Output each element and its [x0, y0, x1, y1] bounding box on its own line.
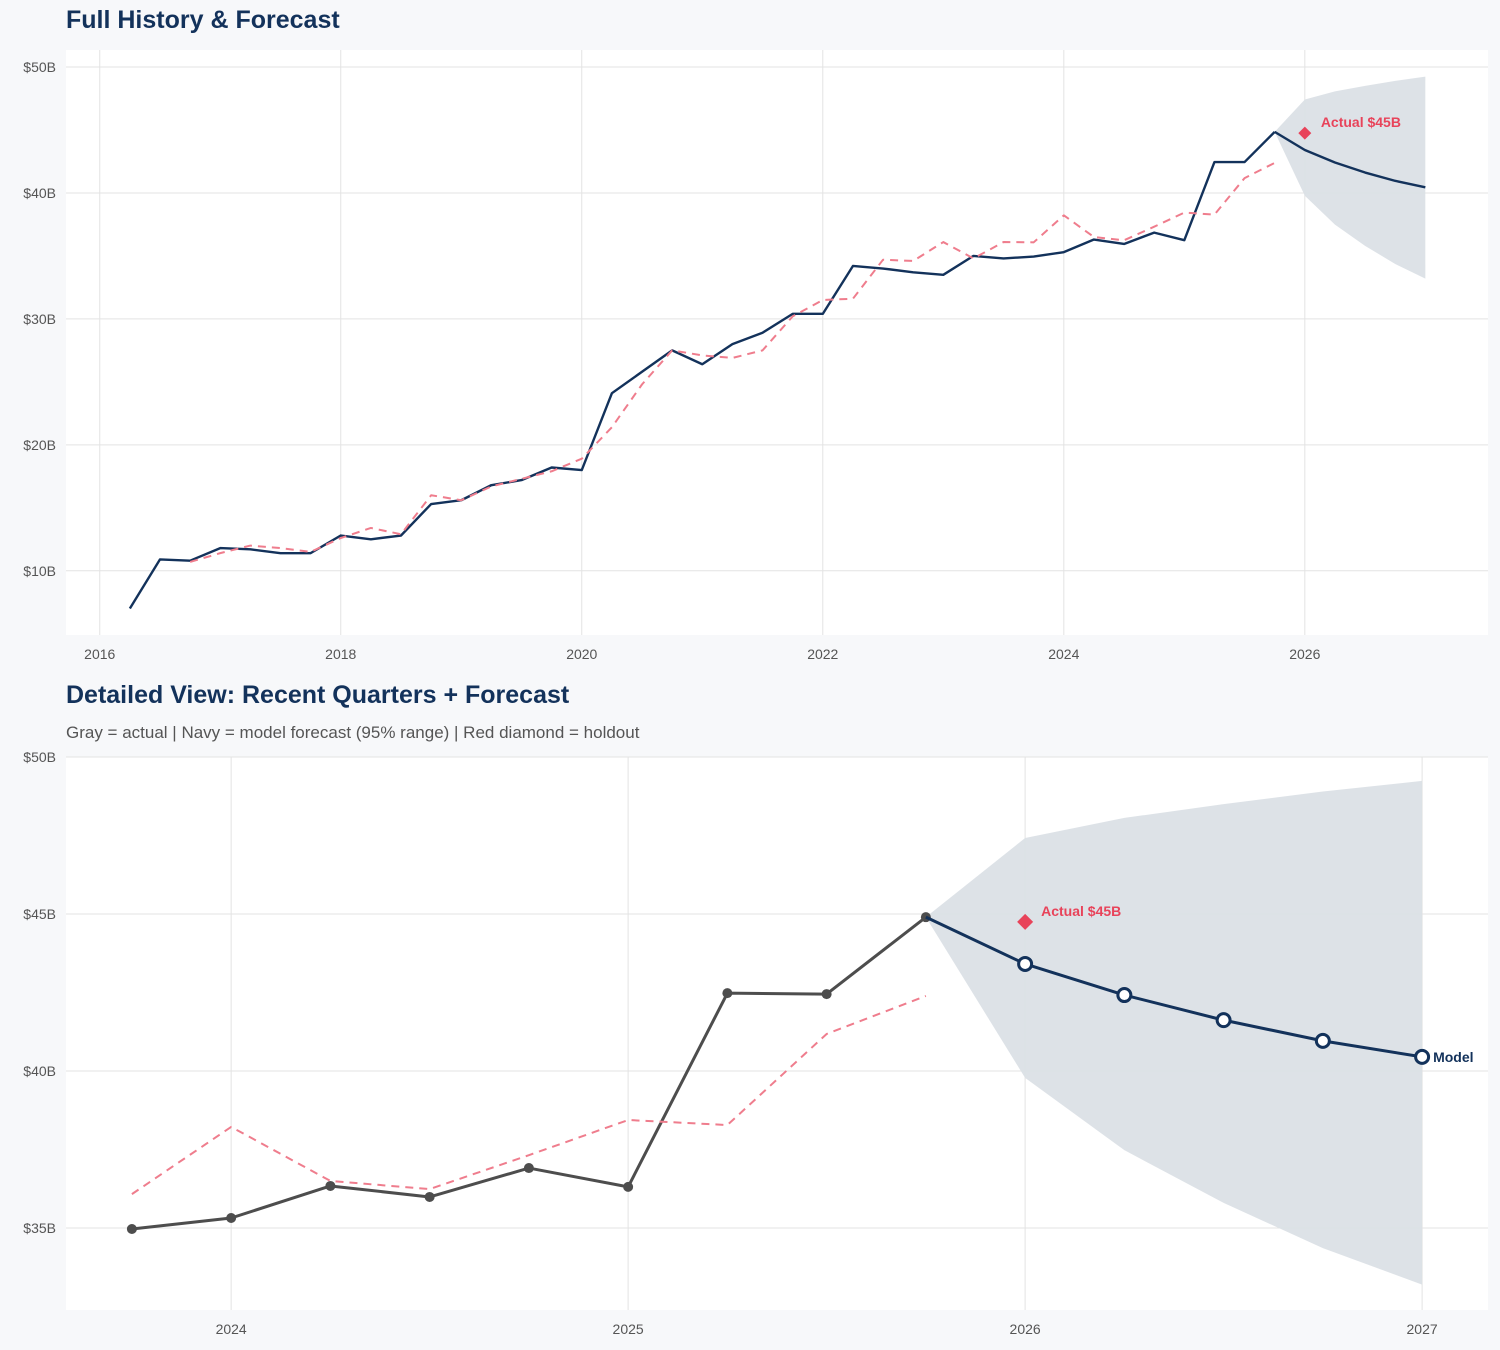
forecast-95-band [925, 780, 1423, 1285]
y-tick-label: $20B [23, 437, 56, 453]
holdout-label: Actual $45B [1321, 114, 1401, 130]
holdout-diamond [1298, 126, 1312, 140]
holdout-diamond [1017, 913, 1034, 930]
actual-point [523, 1163, 534, 1174]
y-tick-label: $40B [23, 1063, 56, 1079]
actual-point [722, 988, 733, 999]
x-tick-label: 2022 [807, 646, 838, 662]
forecast-line [925, 915, 1423, 1059]
actual-point [325, 1180, 336, 1191]
x-tick-label: 2024 [216, 1321, 247, 1337]
y-tick-label: $35B [23, 1220, 56, 1236]
y-tick-label: $10B [23, 563, 56, 579]
x-tick-label: 2025 [613, 1321, 644, 1337]
x-tick-label: 2026 [1010, 1321, 1041, 1337]
actual-point [821, 989, 832, 1000]
chart-title-full-history: Full History & Forecast [66, 6, 340, 34]
actual-point [623, 1181, 634, 1192]
y-tick-label: $50B [23, 59, 56, 75]
chart-subtitle-detailed-view: Gray = actual | Navy = model forecast (9… [66, 723, 640, 742]
y-tick-label: $45B [23, 906, 56, 922]
forecast-point [1116, 987, 1133, 1004]
forecast-point [1414, 1048, 1431, 1065]
y-tick-label: $40B [23, 185, 56, 201]
forecast-point [1017, 955, 1034, 972]
chart-title-detailed-view: Detailed View: Recent Quarters + Forecas… [66, 681, 570, 709]
x-tick-label: 2027 [1407, 1321, 1438, 1337]
chart-panel-1: 2024 2025 2026 2027 $35B $40B $45B $50B Model Act… [23, 749, 1488, 1337]
y-tick-label: $30B [23, 311, 56, 327]
actual-point [424, 1191, 435, 1202]
x-tick-label: 2020 [566, 646, 597, 662]
forecast-point [1314, 1032, 1331, 1049]
x-tick-label: 2016 [84, 646, 115, 662]
forecast-line [1274, 130, 1426, 189]
forecast-95-band [1274, 76, 1426, 279]
x-tick-label: 2026 [1289, 646, 1320, 662]
plot-area [66, 50, 1488, 635]
comparison-line [189, 161, 1276, 563]
actual-point [226, 1212, 237, 1223]
comparison-line [131, 995, 927, 1195]
series-label: Model [1433, 1049, 1473, 1065]
x-tick-label: 2018 [325, 646, 356, 662]
x-tick-label: 2024 [1048, 646, 1079, 662]
y-tick-label: $50B [23, 749, 56, 765]
actual-point [126, 1223, 137, 1234]
forecast-point [1215, 1012, 1232, 1029]
actual-line [128, 131, 1276, 610]
chart-panel-0: 2016 2018 2020 2022 2024 2026 $10B $20B $30B $40B… [23, 50, 1488, 662]
holdout-label: Actual $45B [1041, 903, 1121, 919]
